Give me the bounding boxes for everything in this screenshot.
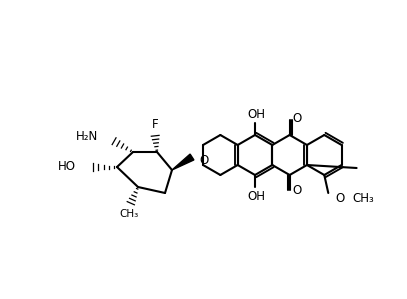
Text: HO: HO: [58, 161, 76, 173]
Text: OH: OH: [247, 190, 265, 202]
Text: F: F: [152, 118, 158, 132]
Text: O: O: [336, 191, 345, 205]
Text: CH₃: CH₃: [352, 191, 374, 205]
Polygon shape: [172, 154, 194, 170]
Text: CH₃: CH₃: [119, 209, 139, 219]
Text: OH: OH: [247, 108, 265, 120]
Text: H₂N: H₂N: [76, 130, 98, 144]
Text: O: O: [292, 184, 301, 198]
Text: O: O: [199, 153, 208, 167]
Text: O: O: [292, 112, 301, 126]
